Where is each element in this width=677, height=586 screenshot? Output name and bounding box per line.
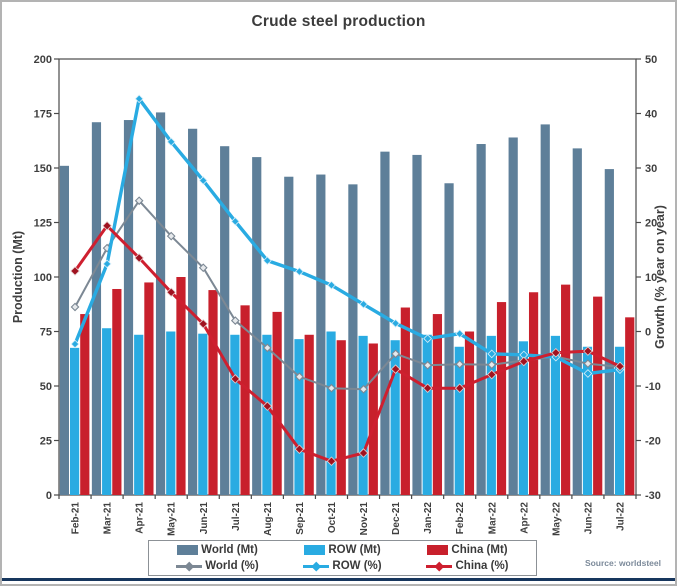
svg-text:May-22: May-22 bbox=[551, 502, 562, 536]
svg-text:20: 20 bbox=[645, 218, 657, 230]
right-axis: -30 -20 -10 0 10 20 30 40 50 bbox=[636, 54, 661, 502]
x-axis: Feb-21 Mar-21 Apr-21 May-21 Jun-21 Jul-21 Aug-… bbox=[58, 495, 637, 536]
svg-text:50: 50 bbox=[645, 54, 657, 66]
svg-text:Feb-22: Feb-22 bbox=[455, 502, 466, 535]
bars-world-mt- bbox=[59, 112, 614, 496]
legend-label: ROW (%) bbox=[332, 560, 382, 572]
svg-text:50: 50 bbox=[40, 381, 52, 393]
legend-label: China (Mt) bbox=[451, 544, 508, 556]
right-axis-title: Growth (% year on year) bbox=[653, 205, 667, 349]
legend-item-row-mt: ROW (Mt) bbox=[280, 544, 405, 556]
legend: World (Mt) ROW (Mt) China (Mt) World (%)… bbox=[148, 540, 537, 576]
svg-text:Sep-21: Sep-21 bbox=[295, 502, 306, 535]
svg-text:Apr-21: Apr-21 bbox=[135, 502, 146, 534]
line-china- bbox=[70, 221, 625, 466]
svg-text:10: 10 bbox=[645, 272, 657, 284]
svg-text:Feb-21: Feb-21 bbox=[71, 502, 82, 535]
svg-text:125: 125 bbox=[34, 218, 52, 230]
legend-swatch-china-bar bbox=[427, 545, 449, 555]
svg-text:Jun-22: Jun-22 bbox=[583, 502, 594, 535]
svg-text:200: 200 bbox=[34, 54, 52, 66]
legend-swatch-china-line bbox=[426, 561, 453, 571]
svg-text:Dec-21: Dec-21 bbox=[391, 502, 402, 535]
svg-text:100: 100 bbox=[34, 272, 52, 284]
svg-text:Mar-21: Mar-21 bbox=[103, 502, 114, 535]
bottom-rule bbox=[2, 578, 675, 581]
legend-item-row-pct: ROW (%) bbox=[280, 560, 405, 572]
svg-text:175: 175 bbox=[34, 109, 52, 121]
legend-swatch-world-line bbox=[176, 561, 203, 571]
svg-text:40: 40 bbox=[645, 109, 657, 121]
legend-item-china-mt: China (Mt) bbox=[405, 544, 530, 556]
chart-title: Crude steel production bbox=[251, 13, 426, 30]
svg-text:Mar-22: Mar-22 bbox=[487, 502, 498, 535]
bars-row-mt- bbox=[70, 328, 625, 495]
svg-text:0: 0 bbox=[645, 327, 651, 339]
svg-text:Nov-21: Nov-21 bbox=[359, 502, 370, 536]
svg-text:75: 75 bbox=[40, 327, 52, 339]
svg-text:150: 150 bbox=[34, 163, 52, 175]
legend-swatch-row-line bbox=[303, 561, 330, 571]
legend-label: ROW (Mt) bbox=[328, 544, 381, 556]
legend-label: China (%) bbox=[455, 560, 509, 572]
svg-text:Jun-21: Jun-21 bbox=[199, 502, 210, 535]
svg-text:Oct-21: Oct-21 bbox=[327, 502, 338, 534]
svg-text:Apr-22: Apr-22 bbox=[519, 502, 530, 534]
svg-text:Jan-22: Jan-22 bbox=[423, 502, 434, 534]
legend-item-world-mt: World (Mt) bbox=[155, 544, 280, 556]
bars-china-mt- bbox=[80, 277, 635, 495]
svg-text:-30: -30 bbox=[645, 490, 661, 502]
legend-label: World (%) bbox=[205, 560, 259, 572]
source-note: Source: worldsteel bbox=[584, 558, 661, 568]
svg-text:0: 0 bbox=[46, 490, 52, 502]
legend-swatch-row-bar bbox=[304, 545, 326, 555]
svg-text:30: 30 bbox=[645, 163, 657, 175]
legend-swatch-world-bar bbox=[177, 545, 199, 555]
legend-item-china-pct: China (%) bbox=[405, 560, 530, 572]
svg-text:-20: -20 bbox=[645, 436, 661, 448]
svg-text:Jul-21: Jul-21 bbox=[231, 502, 242, 531]
legend-label: World (Mt) bbox=[201, 544, 258, 556]
svg-text:-10: -10 bbox=[645, 381, 661, 393]
left-axis: 0 25 50 75 100 125 150 175 200 bbox=[34, 54, 59, 502]
legend-item-world-pct: World (%) bbox=[155, 560, 280, 572]
left-axis-title: Production (Mt) bbox=[11, 231, 25, 323]
svg-text:Aug-21: Aug-21 bbox=[263, 502, 274, 536]
svg-text:May-21: May-21 bbox=[167, 502, 178, 536]
svg-text:25: 25 bbox=[40, 436, 52, 448]
svg-text:Jul-22: Jul-22 bbox=[615, 502, 626, 531]
